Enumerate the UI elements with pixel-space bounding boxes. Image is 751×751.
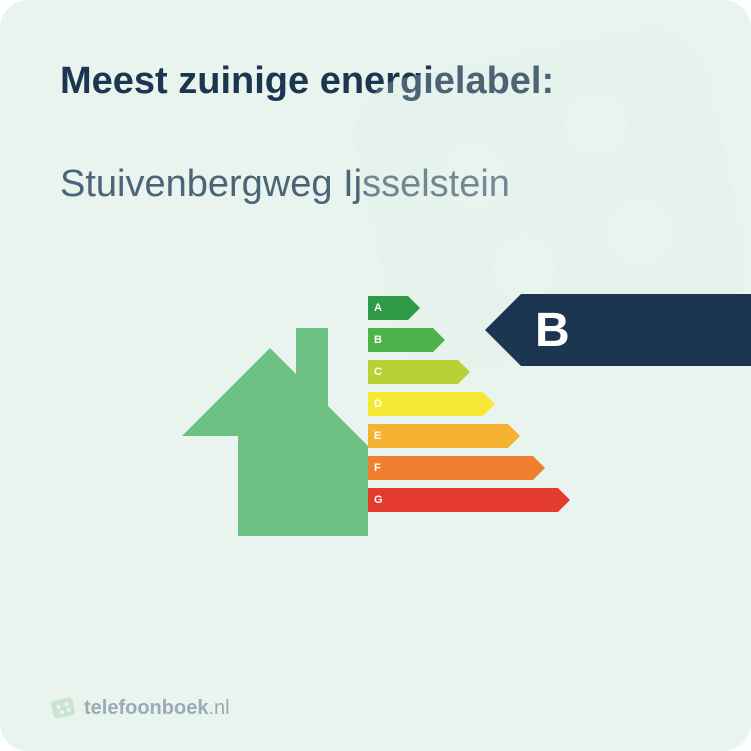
bar-letter: F bbox=[374, 462, 381, 474]
bar-rect bbox=[368, 456, 533, 480]
bar-arrow-tip bbox=[558, 488, 570, 512]
bar-arrow-tip bbox=[508, 424, 520, 448]
footer-logo-icon bbox=[50, 695, 76, 721]
bar-arrow-tip bbox=[483, 392, 495, 416]
footer-brand-tld: .nl bbox=[208, 697, 229, 719]
footer-brand: telefoonboek.nl bbox=[84, 697, 230, 720]
bar-arrow-tip bbox=[433, 328, 445, 352]
bar-letter: E bbox=[374, 430, 381, 442]
bar-rect bbox=[368, 392, 483, 416]
bar-shape bbox=[368, 424, 520, 448]
energy-bar-e: E bbox=[368, 424, 570, 448]
energy-chart: A B C D E F G B bbox=[60, 276, 691, 556]
pointer-arrow bbox=[485, 294, 521, 366]
pointer-body: B bbox=[521, 294, 751, 366]
bar-shape bbox=[368, 392, 495, 416]
bar-shape bbox=[368, 360, 470, 384]
bar-letter: B bbox=[374, 334, 382, 346]
card-title: Meest zuinige energielabel: bbox=[60, 60, 691, 103]
selected-label-pointer: B bbox=[485, 294, 751, 366]
bar-letter: C bbox=[374, 366, 382, 378]
energy-bar-g: G bbox=[368, 488, 570, 512]
bar-letter: D bbox=[374, 398, 382, 410]
bar-arrow-tip bbox=[408, 296, 420, 320]
bar-shape bbox=[368, 488, 570, 512]
bar-arrow-tip bbox=[458, 360, 470, 384]
footer: telefoonboek.nl bbox=[50, 695, 230, 721]
bar-rect bbox=[368, 424, 508, 448]
selected-label-letter: B bbox=[535, 303, 570, 358]
card-subtitle: Stuivenbergweg Ijsselstein bbox=[60, 163, 691, 206]
energy-bar-d: D bbox=[368, 392, 570, 416]
bar-arrow-tip bbox=[533, 456, 545, 480]
bar-letter: G bbox=[374, 494, 383, 506]
house-icon bbox=[178, 306, 368, 536]
bar-shape bbox=[368, 456, 545, 480]
card: Meest zuinige energielabel: Stuivenbergw… bbox=[0, 0, 751, 751]
energy-bar-f: F bbox=[368, 456, 570, 480]
bar-rect bbox=[368, 488, 558, 512]
bar-letter: A bbox=[374, 302, 382, 314]
footer-brand-name: telefoonboek bbox=[84, 697, 208, 719]
